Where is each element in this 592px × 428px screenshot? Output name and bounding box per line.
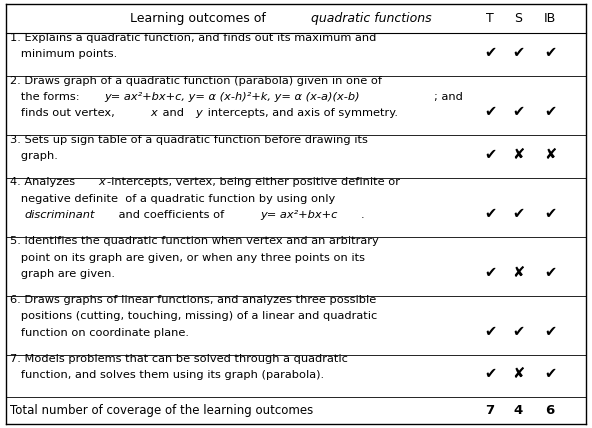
Text: ✔: ✔ bbox=[544, 366, 556, 381]
Text: quadratic functions: quadratic functions bbox=[311, 12, 432, 24]
Text: ✘: ✘ bbox=[512, 366, 524, 381]
Text: ✔: ✔ bbox=[544, 45, 556, 60]
Text: Learning outcomes of: Learning outcomes of bbox=[130, 12, 270, 24]
Text: ✔: ✔ bbox=[544, 324, 556, 339]
Text: finds out vertex,: finds out vertex, bbox=[10, 108, 118, 118]
Text: 7: 7 bbox=[485, 404, 494, 417]
Text: intercepts, and axis of symmetry.: intercepts, and axis of symmetry. bbox=[204, 108, 398, 118]
Text: ✔: ✔ bbox=[484, 324, 496, 339]
Text: graph.: graph. bbox=[10, 151, 58, 161]
Text: 3. Sets up sign table of a quadratic function before drawing its: 3. Sets up sign table of a quadratic fun… bbox=[10, 134, 368, 145]
Text: 1. Explains a quadratic function, and finds out its maximum and: 1. Explains a quadratic function, and fi… bbox=[10, 33, 377, 43]
Text: ✔: ✔ bbox=[484, 265, 496, 280]
Text: ✔: ✔ bbox=[484, 45, 496, 60]
Text: the forms:: the forms: bbox=[10, 92, 83, 102]
Text: ✔: ✔ bbox=[544, 206, 556, 221]
Text: 7. Models problems that can be solved through a quadratic: 7. Models problems that can be solved th… bbox=[10, 354, 348, 364]
Text: T: T bbox=[486, 12, 494, 24]
Text: y= ax²+bx+c, y= α (x-h)²+k, y= α (x-a)(x-b): y= ax²+bx+c, y= α (x-h)²+k, y= α (x-a)(x… bbox=[105, 92, 360, 102]
Text: 4: 4 bbox=[513, 404, 523, 417]
Text: 4. Analyzes: 4. Analyzes bbox=[10, 177, 79, 187]
Text: ✘: ✘ bbox=[512, 147, 524, 162]
Text: y= ax²+bx+c: y= ax²+bx+c bbox=[260, 210, 338, 220]
Text: ✔: ✔ bbox=[484, 206, 496, 221]
Text: ✔: ✔ bbox=[484, 104, 496, 119]
Text: ✘: ✘ bbox=[512, 265, 524, 280]
Text: x: x bbox=[99, 177, 105, 187]
Text: ✔: ✔ bbox=[512, 206, 524, 221]
Text: 6. Draws graphs of linear functions, and analyzes three possible: 6. Draws graphs of linear functions, and… bbox=[10, 295, 377, 305]
Text: point on its graph are given, or when any three points on its: point on its graph are given, or when an… bbox=[10, 253, 365, 262]
Text: ; and: ; and bbox=[435, 92, 463, 102]
Text: 2. Draws graph of a quadratic function (parabola) given in one of: 2. Draws graph of a quadratic function (… bbox=[10, 76, 382, 86]
Text: and coefficients of: and coefficients of bbox=[115, 210, 228, 220]
Text: minimum points.: minimum points. bbox=[10, 49, 117, 59]
Text: discriminant: discriminant bbox=[24, 210, 95, 220]
Text: ✘: ✘ bbox=[544, 147, 556, 162]
Text: .: . bbox=[361, 210, 364, 220]
Text: function, and solves them using its graph (parabola).: function, and solves them using its grap… bbox=[10, 371, 324, 380]
Text: positions (cutting, touching, missing) of a linear and quadratic: positions (cutting, touching, missing) o… bbox=[10, 312, 377, 321]
Text: and: and bbox=[159, 108, 187, 118]
Text: ✔: ✔ bbox=[544, 104, 556, 119]
Text: 5. Identifies the quadratic function when vertex and an arbitrary: 5. Identifies the quadratic function whe… bbox=[10, 236, 379, 246]
Text: ✔: ✔ bbox=[512, 324, 524, 339]
Text: ✔: ✔ bbox=[484, 147, 496, 162]
Text: ✔: ✔ bbox=[512, 45, 524, 60]
Text: function on coordinate plane.: function on coordinate plane. bbox=[10, 328, 189, 338]
Text: negative definite  of a quadratic function by using only: negative definite of a quadratic functio… bbox=[10, 193, 335, 204]
Text: ✔: ✔ bbox=[512, 104, 524, 119]
Text: ✔: ✔ bbox=[484, 366, 496, 381]
Text: IB: IB bbox=[544, 12, 556, 24]
Text: -intercepts, vertex, being either positive definite or: -intercepts, vertex, being either positi… bbox=[107, 177, 400, 187]
Text: 6: 6 bbox=[545, 404, 555, 417]
Text: Total number of coverage of the learning outcomes: Total number of coverage of the learning… bbox=[10, 404, 313, 417]
Text: y: y bbox=[195, 108, 202, 118]
Text: graph are given.: graph are given. bbox=[10, 269, 115, 279]
Text: ✔: ✔ bbox=[544, 265, 556, 280]
Text: x: x bbox=[150, 108, 157, 118]
Text: S: S bbox=[514, 12, 522, 24]
